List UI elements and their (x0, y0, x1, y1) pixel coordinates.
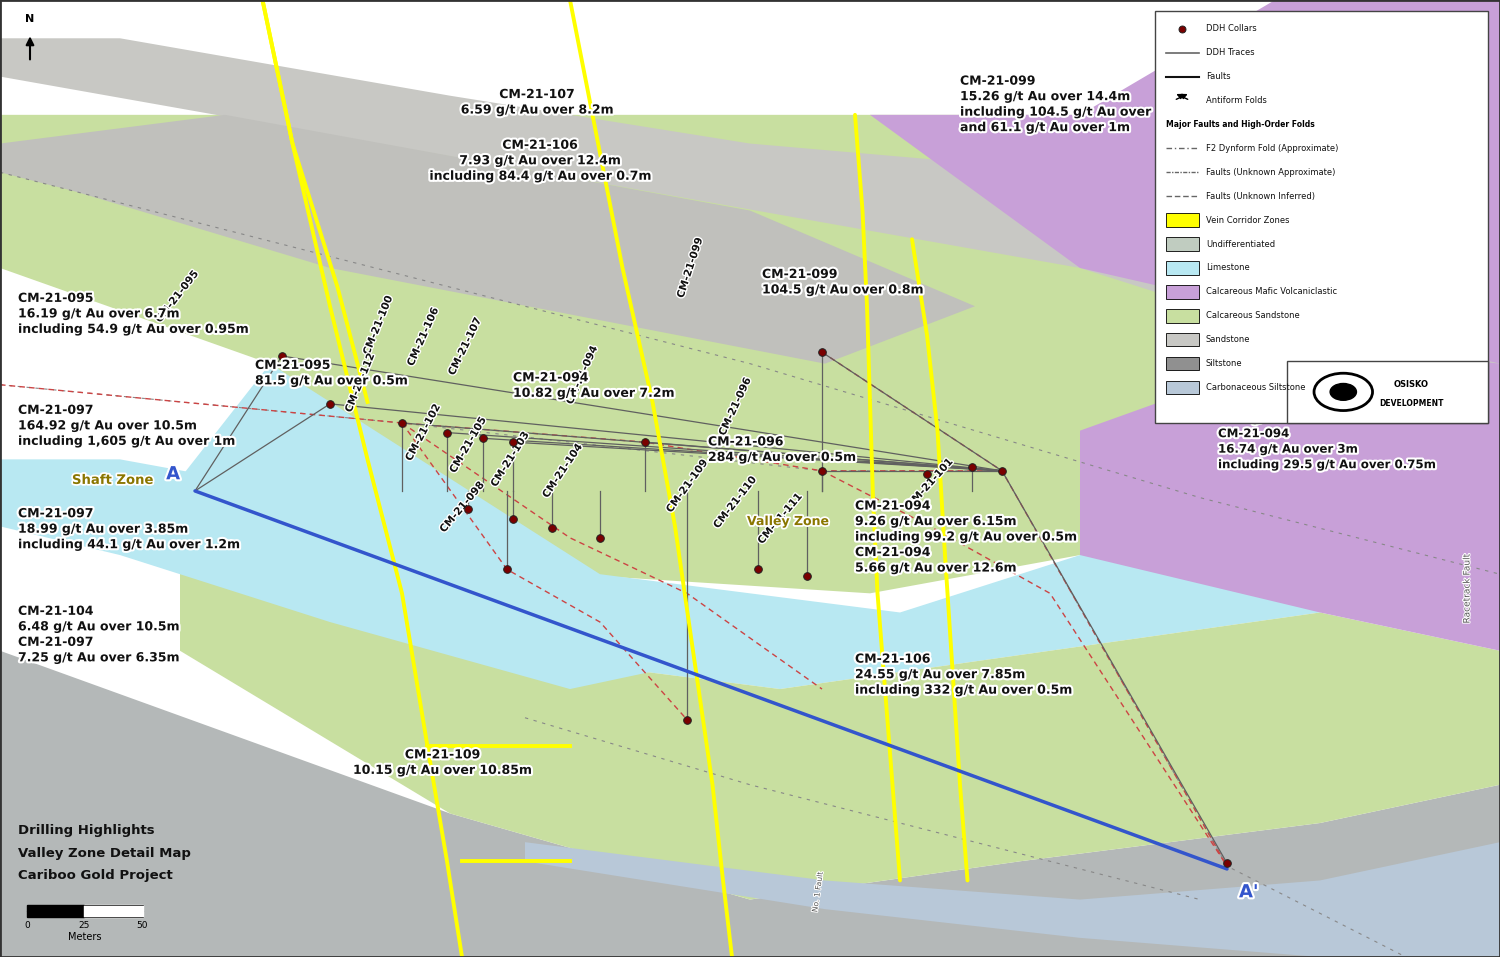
Text: CM-21-095
81.5 g/t Au over 0.5m: CM-21-095 81.5 g/t Au over 0.5m (255, 359, 408, 388)
Circle shape (1330, 384, 1356, 400)
Text: Sandstone: Sandstone (1206, 335, 1251, 345)
Text: CM-21-094
10.82 g/t Au over 7.2m: CM-21-094 10.82 g/t Au over 7.2m (513, 371, 675, 400)
Text: Faults (Unknown Inferred): Faults (Unknown Inferred) (1206, 191, 1316, 201)
Text: F2 Dynform Fold (Approximate): F2 Dynform Fold (Approximate) (1206, 144, 1338, 153)
Text: Major Faults and High-Order Folds: Major Faults and High-Order Folds (1166, 120, 1314, 129)
Text: 50: 50 (136, 921, 148, 929)
Text: DDH Traces: DDH Traces (1206, 48, 1254, 57)
Text: CM-21-109
10.15 g/t Au over 10.85m: CM-21-109 10.15 g/t Au over 10.85m (352, 748, 532, 777)
Text: CM-21-099
104.5 g/t Au over 0.8m: CM-21-099 104.5 g/t Au over 0.8m (762, 268, 924, 297)
Text: CM-21-097
18.99 g/t Au over 3.85m
including 44.1 g/t Au over 1.2m: CM-21-097 18.99 g/t Au over 3.85m includ… (18, 507, 240, 551)
Text: Valley Zone Detail Map: Valley Zone Detail Map (18, 847, 190, 860)
Text: Meters: Meters (68, 932, 102, 942)
FancyBboxPatch shape (1287, 361, 1488, 423)
Text: CM-21-095: CM-21-095 (154, 269, 200, 324)
Text: Cariboo Gold Project: Cariboo Gold Project (18, 869, 172, 882)
Text: CM-21-106
7.93 g/t Au over 12.4m
including 84.4 g/t Au over 0.7m: CM-21-106 7.93 g/t Au over 12.4m includi… (429, 139, 651, 183)
Text: Vein Corridor Zones: Vein Corridor Zones (1206, 215, 1290, 225)
Text: Limestone: Limestone (1206, 263, 1249, 273)
Text: CM-21-106
24.55 g/t Au over 7.85m
including 332 g/t Au over 0.5m: CM-21-106 24.55 g/t Au over 7.85m includ… (855, 653, 1071, 697)
Text: CM-21-101: CM-21-101 (906, 456, 954, 510)
Bar (1166, 213, 1198, 227)
Text: No. 1 Fault: No. 1 Fault (810, 871, 825, 913)
Text: CM-21-104: CM-21-104 (542, 442, 584, 500)
Text: CM-21-097
164.92 g/t Au over 10.5m
including 1,605 g/t Au over 1m: CM-21-097 164.92 g/t Au over 10.5m inclu… (18, 404, 234, 448)
Text: CM-21-096: CM-21-096 (717, 376, 753, 437)
Text: CM-21-096
284 g/t Au over 0.5m: CM-21-096 284 g/t Au over 0.5m (708, 435, 856, 464)
Polygon shape (0, 115, 1500, 593)
Text: CM-21-095
16.19 g/t Au over 6.7m
including 54.9 g/t Au over 0.95m: CM-21-095 16.19 g/t Au over 6.7m includi… (18, 292, 248, 336)
Text: CM-21-110: CM-21-110 (711, 475, 759, 530)
Text: Racetrack Fault: Racetrack Fault (1462, 553, 1472, 624)
Polygon shape (0, 459, 750, 689)
Bar (1166, 237, 1198, 251)
Bar (1166, 285, 1198, 299)
Text: Valley Zone: Valley Zone (747, 515, 828, 528)
Polygon shape (0, 115, 975, 364)
Bar (1166, 261, 1198, 275)
Text: Calcareous Mafic Volcaniclastic: Calcareous Mafic Volcaniclastic (1206, 287, 1336, 297)
Bar (1166, 381, 1198, 394)
Bar (1166, 357, 1198, 370)
Polygon shape (0, 38, 1500, 383)
Text: CM-21-099: CM-21-099 (675, 236, 705, 300)
Bar (1166, 333, 1198, 346)
Text: CM-21-112: CM-21-112 (344, 352, 376, 413)
Text: Carbonaceous Siltstone: Carbonaceous Siltstone (1206, 383, 1305, 392)
Text: CM-21-111: CM-21-111 (756, 492, 804, 545)
Text: 0: 0 (24, 921, 30, 929)
Polygon shape (180, 478, 1500, 900)
Text: DDH Collars: DDH Collars (1206, 24, 1257, 33)
Text: OSISKO: OSISKO (1394, 380, 1429, 389)
Polygon shape (0, 651, 1500, 957)
Text: CM-21-100
12.18 g/t Au over 11.85m
CM-21-107
15.68 g/t Au over 4.2m
CM-21-099
10: CM-21-100 12.18 g/t Au over 11.85m CM-21… (1218, 241, 1435, 471)
Text: Antiform Folds: Antiform Folds (1206, 96, 1268, 105)
Text: Faults: Faults (1206, 72, 1230, 81)
Text: A: A (166, 465, 180, 483)
Text: Faults (Unknown Approximate): Faults (Unknown Approximate) (1206, 167, 1335, 177)
Text: CM-21-100: CM-21-100 (362, 295, 394, 356)
Text: 25: 25 (78, 921, 90, 929)
Polygon shape (27, 905, 84, 917)
Text: CM-21-094: CM-21-094 (564, 345, 600, 406)
Text: N: N (26, 14, 34, 24)
Text: Undifferentiated: Undifferentiated (1206, 239, 1275, 249)
Text: CM-21-102: CM-21-102 (404, 403, 442, 462)
Text: CM-21-106: CM-21-106 (405, 306, 441, 367)
Text: A': A' (1239, 883, 1258, 901)
Polygon shape (525, 842, 1500, 957)
Text: Calcareous Sandstone: Calcareous Sandstone (1206, 311, 1299, 321)
Text: CM-21-099
15.26 g/t Au over 14.4m
including 104.5 g/t Au over 1m
and 61.1 g/t Au: CM-21-099 15.26 g/t Au over 14.4m includ… (960, 75, 1176, 134)
Text: Shaft Zone: Shaft Zone (72, 474, 154, 487)
Polygon shape (84, 905, 142, 917)
Text: CM-21-098: CM-21-098 (438, 480, 486, 534)
Text: CM-21-104
6.48 g/t Au over 10.5m
CM-21-097
7.25 g/t Au over 6.35m: CM-21-104 6.48 g/t Au over 10.5m CM-21-0… (18, 605, 180, 664)
Text: Drilling Highlights: Drilling Highlights (18, 824, 154, 837)
Polygon shape (180, 364, 1500, 689)
Bar (1166, 309, 1198, 323)
Polygon shape (870, 0, 1500, 364)
Text: CM-21-105: CM-21-105 (448, 415, 488, 475)
Text: CM-21-107: CM-21-107 (447, 316, 483, 377)
FancyBboxPatch shape (1155, 11, 1488, 423)
Text: DEVELOPMENT: DEVELOPMENT (1380, 398, 1444, 408)
Text: CM-21-107
6.59 g/t Au over 8.2m: CM-21-107 6.59 g/t Au over 8.2m (460, 88, 614, 117)
Text: CM-21-103: CM-21-103 (489, 430, 531, 489)
Text: CM-21-109: CM-21-109 (664, 457, 710, 515)
Text: Siltstone: Siltstone (1206, 359, 1242, 368)
Polygon shape (1080, 345, 1500, 651)
Text: CM-21-094
9.26 g/t Au over 6.15m
including 99.2 g/t Au over 0.5m
CM-21-094
5.66 : CM-21-094 9.26 g/t Au over 6.15m includi… (855, 500, 1076, 574)
